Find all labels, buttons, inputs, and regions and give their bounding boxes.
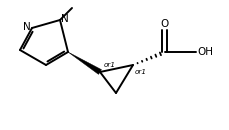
- Text: OH: OH: [196, 47, 212, 57]
- Polygon shape: [68, 52, 101, 74]
- Text: O: O: [160, 19, 168, 29]
- Text: N: N: [61, 14, 68, 24]
- Text: or1: or1: [104, 62, 115, 68]
- Text: or1: or1: [134, 69, 146, 75]
- Text: N: N: [23, 22, 31, 32]
